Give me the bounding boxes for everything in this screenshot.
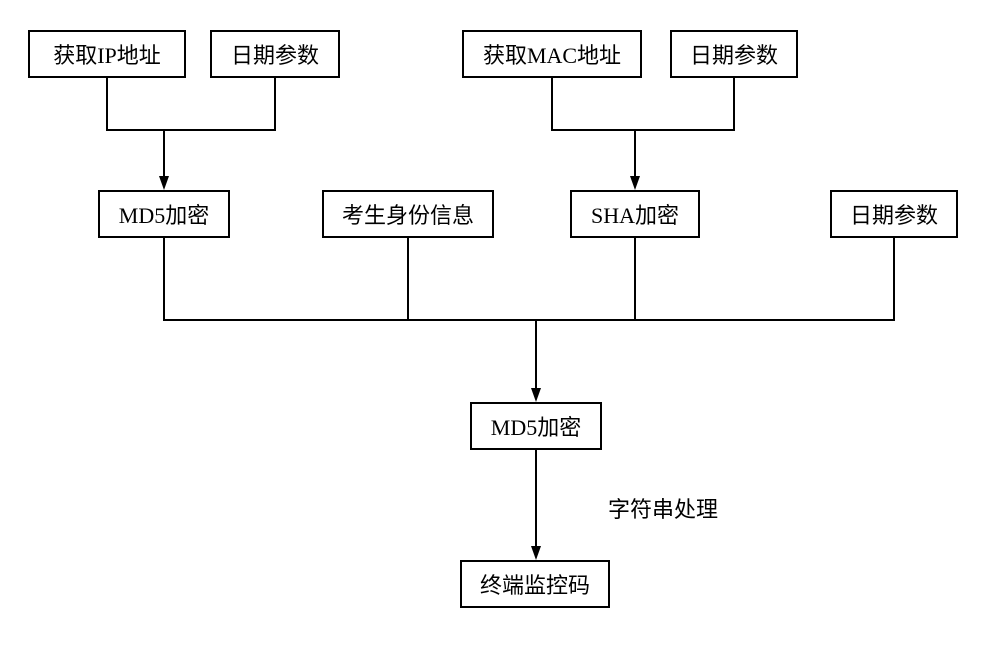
node-label: MD5加密	[491, 410, 581, 442]
node-label: 获取IP地址	[53, 38, 161, 70]
node-label: 获取MAC地址	[483, 38, 621, 70]
node-label: SHA加密	[591, 198, 679, 230]
node-label: 日期参数	[231, 38, 319, 70]
node-label: 考生身份信息	[342, 198, 474, 230]
node-md5-2: MD5加密	[470, 402, 602, 450]
node-date-param-2: 日期参数	[670, 30, 798, 78]
edge-label-string-process: 字符串处理	[608, 492, 718, 524]
node-label: MD5加密	[119, 198, 209, 230]
node-get-ip: 获取IP地址	[28, 30, 186, 78]
node-terminal-code: 终端监控码	[460, 560, 610, 608]
node-sha: SHA加密	[570, 190, 700, 238]
node-date-param-3: 日期参数	[830, 190, 958, 238]
node-label: 终端监控码	[480, 568, 590, 600]
label-text: 字符串处理	[608, 497, 718, 522]
node-identity-info: 考生身份信息	[322, 190, 494, 238]
node-label: 日期参数	[850, 198, 938, 230]
node-get-mac: 获取MAC地址	[462, 30, 642, 78]
node-label: 日期参数	[690, 38, 778, 70]
node-md5-1: MD5加密	[98, 190, 230, 238]
node-date-param-1: 日期参数	[210, 30, 340, 78]
